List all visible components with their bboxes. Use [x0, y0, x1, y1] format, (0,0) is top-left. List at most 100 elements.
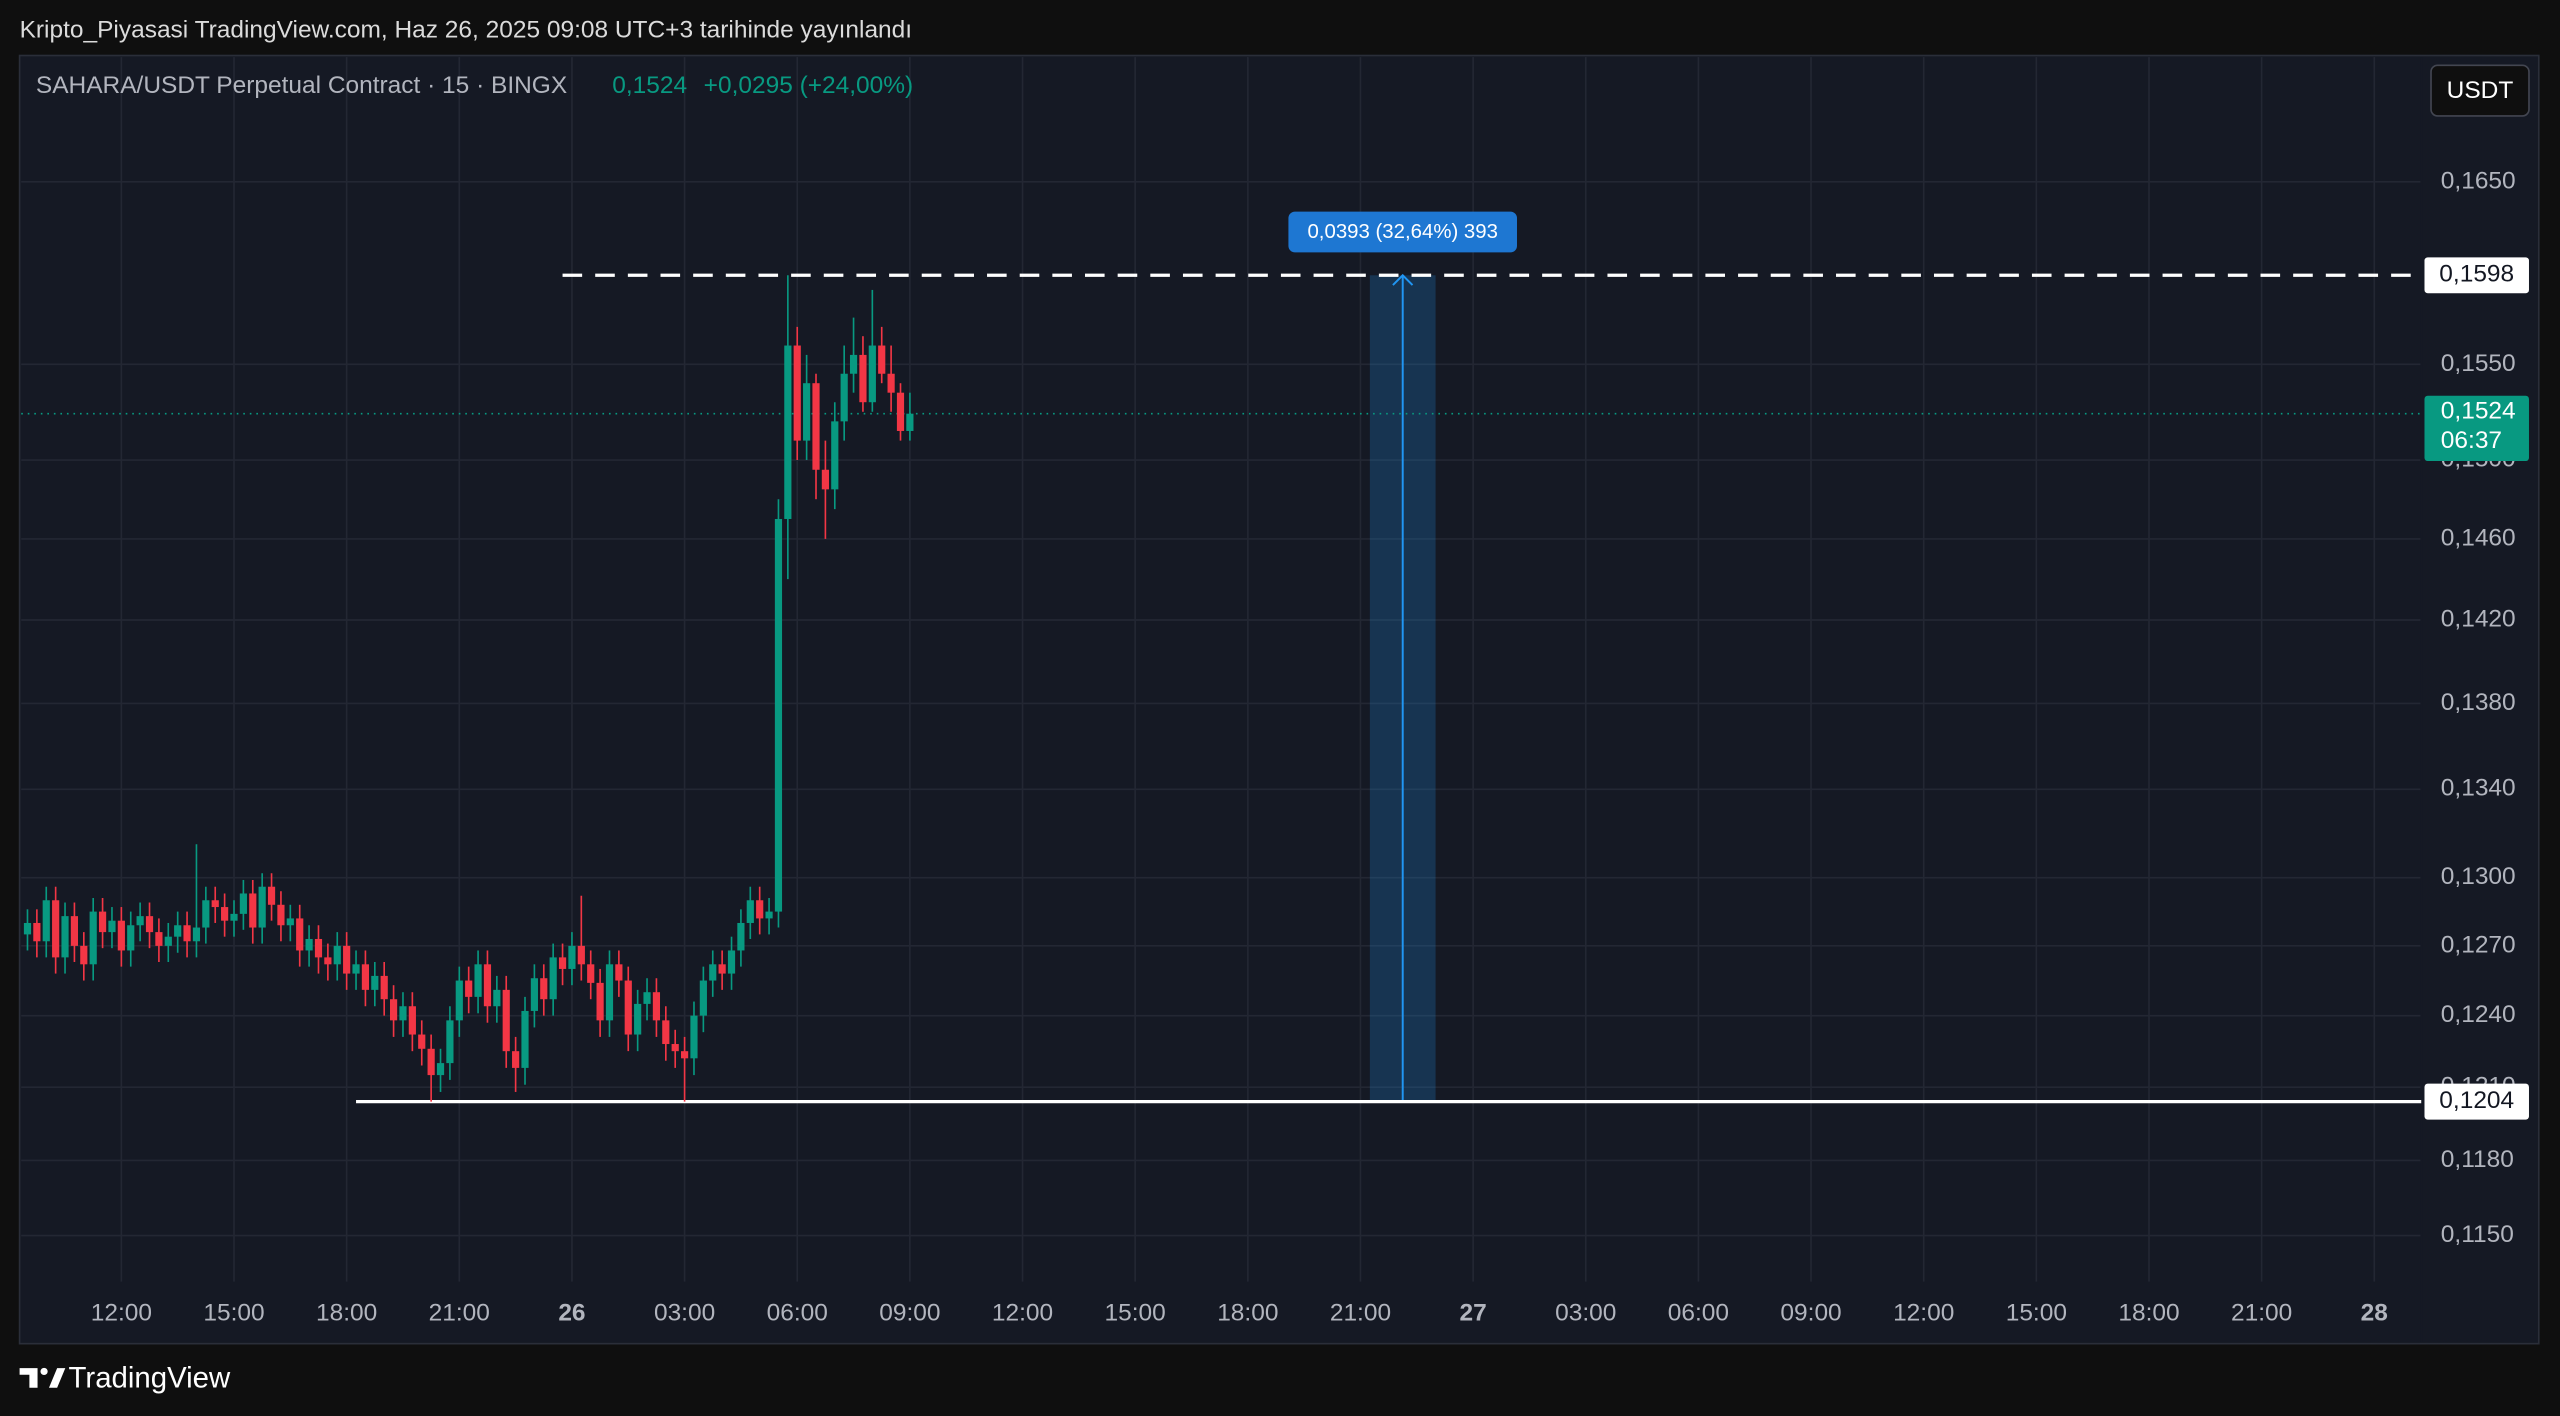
- candle-body: [662, 1020, 670, 1045]
- y-tick-label: 0,1420: [2441, 605, 2516, 632]
- x-tick-label: 18:00: [2118, 1300, 2179, 1327]
- y-tick-label: 0,1650: [2441, 167, 2516, 194]
- y-tick-label: 0,1340: [2441, 775, 2516, 802]
- candle-body: [709, 964, 717, 981]
- candle-body: [605, 964, 614, 1021]
- x-tick-label: 12:00: [1893, 1300, 1954, 1327]
- candle-body: [286, 918, 294, 926]
- price-label-box: [2424, 1083, 2529, 1120]
- candle-body: [812, 383, 820, 470]
- candle-body: [765, 911, 773, 919]
- candle-body: [333, 945, 341, 965]
- candle-body: [859, 354, 867, 403]
- x-tick-label: 21:00: [2231, 1300, 2292, 1327]
- candle-body: [258, 886, 266, 928]
- candle-body: [98, 911, 107, 933]
- candle-body: [408, 1006, 416, 1035]
- candle-body: [558, 957, 567, 969]
- candle-body: [624, 980, 632, 1035]
- candle-body: [896, 392, 905, 431]
- y-tick-label: 0,1150: [2441, 1221, 2514, 1248]
- candle-body: [183, 925, 191, 942]
- candle-body: [521, 1010, 529, 1068]
- measure-arrow: [1392, 273, 1414, 286]
- plot: 0,16500,15500,15000,14600,14200,13800,13…: [21, 57, 2529, 1343]
- candle-body: [249, 893, 257, 928]
- legend-change: +0,0295 (+24,00%): [704, 72, 914, 99]
- high-line-label: 0,1598: [2439, 261, 2514, 288]
- candle-body: [314, 938, 323, 958]
- candle-body: [230, 913, 238, 921]
- x-tick-label: 28: [2361, 1300, 2388, 1327]
- candle-body: [211, 900, 219, 908]
- x-tick-label: 26: [558, 1300, 585, 1327]
- candle-body: [380, 975, 388, 1000]
- candle-body: [596, 982, 604, 1021]
- countdown-label: 06:37: [2441, 427, 2502, 454]
- candle-body: [221, 907, 229, 921]
- candle-body: [427, 1048, 435, 1076]
- tradingview-logo: [19, 1367, 66, 1388]
- x-tick-label: 18:00: [316, 1300, 377, 1327]
- candle-body: [455, 980, 463, 1021]
- y-tick-label: 0,1380: [2441, 689, 2516, 716]
- candle-body: [906, 413, 914, 431]
- candle-body: [587, 964, 595, 983]
- candle-body: [887, 373, 895, 393]
- price-label-box: [2424, 257, 2529, 294]
- x-tick-label: 09:00: [879, 1300, 940, 1327]
- candle-body: [652, 992, 661, 1021]
- measure-label: 0,0393 (32,64%) 393: [1307, 221, 1497, 243]
- candle-body: [634, 1003, 642, 1035]
- x-tick-label: 18:00: [1217, 1300, 1278, 1327]
- measure-label-box: [1288, 211, 1517, 253]
- x-tick-label: 21:00: [429, 1300, 490, 1327]
- candle-body: [192, 927, 201, 942]
- candle-body: [568, 945, 576, 969]
- candle-body: [474, 964, 482, 997]
- candle-body: [399, 1006, 407, 1021]
- x-tick-label: 12:00: [91, 1300, 152, 1327]
- x-tick-label: 21:00: [1330, 1300, 1391, 1327]
- candle-body: [699, 980, 707, 1016]
- candle-body: [145, 916, 154, 933]
- y-tick-label: 0,1460: [2441, 524, 2516, 551]
- candle-body: [465, 980, 473, 997]
- y-tick-label: 0,1240: [2441, 1001, 2516, 1028]
- candle-body: [878, 345, 886, 374]
- candle-body: [446, 1020, 454, 1064]
- candle-body: [680, 1051, 689, 1059]
- candle-body: [324, 957, 332, 965]
- candle-body: [746, 900, 754, 923]
- candle-body: [418, 1034, 426, 1049]
- candle-body: [155, 932, 163, 946]
- y-tick-label: 0,1550: [2441, 350, 2516, 377]
- currency-button[interactable]: [2430, 64, 2530, 117]
- candle-body: [849, 354, 858, 374]
- candle-body: [361, 964, 370, 990]
- candle-body: [671, 1044, 679, 1052]
- candle-body: [127, 925, 135, 951]
- candle-body: [483, 964, 492, 1007]
- candle-body: [267, 886, 276, 905]
- candle-body: [136, 916, 144, 926]
- candle-body: [108, 920, 116, 933]
- candle-body: [117, 920, 125, 951]
- x-tick-label: 03:00: [1555, 1300, 1616, 1327]
- candle-body: [690, 1015, 698, 1059]
- candle-body: [239, 893, 247, 914]
- candle-body: [512, 1051, 520, 1068]
- candle-body: [305, 938, 313, 951]
- candle-body: [23, 922, 32, 935]
- candle-body: [33, 922, 41, 942]
- currency-label[interactable]: USDT: [2447, 77, 2514, 104]
- candle-body: [174, 925, 182, 937]
- published-header: Kripto_Piyasasi TradingView.com, Haz 26,…: [20, 16, 912, 43]
- candle-body: [52, 900, 60, 958]
- candle-body: [164, 936, 172, 946]
- candle-body: [493, 989, 501, 1007]
- candle-body: [840, 373, 848, 422]
- last-price-label: 0,1524: [2441, 398, 2516, 425]
- x-tick-label: 12:00: [992, 1300, 1053, 1327]
- x-tick-label: 27: [1460, 1300, 1487, 1327]
